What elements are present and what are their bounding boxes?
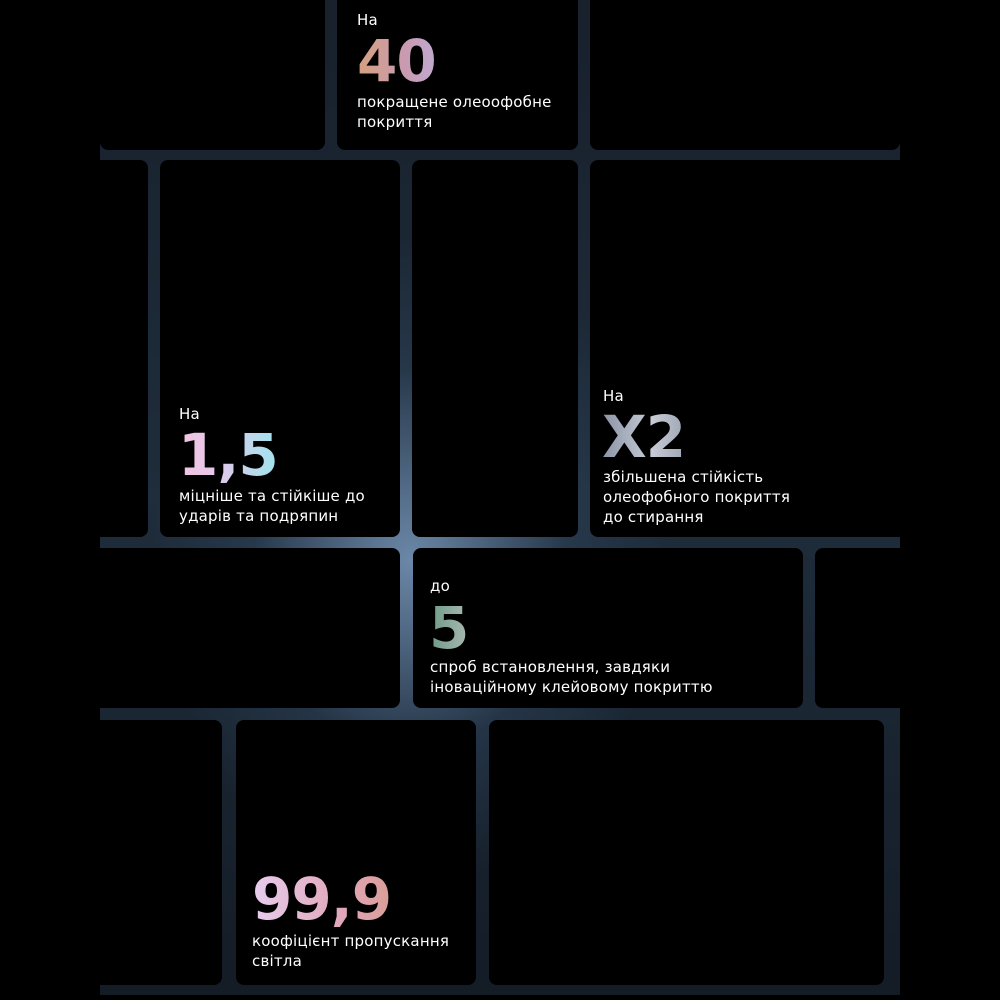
tile (412, 160, 578, 537)
stat-description: коофіцієнт пропускання світла (252, 931, 449, 971)
tile (90, 548, 400, 708)
stat-prefix: На (357, 11, 378, 29)
stat-value: X2 (602, 406, 685, 468)
description-line: міцніше та стійкіше до (179, 487, 365, 505)
tile (590, 0, 900, 150)
tile (100, 0, 325, 150)
description-line: до стирання (603, 508, 704, 526)
stat-suffix: % (391, 878, 419, 911)
description-line: покриття (357, 113, 433, 131)
tile (489, 720, 884, 985)
stat-value: 99,9% (252, 868, 418, 930)
stat-tile-99-9 (236, 720, 476, 985)
tile (815, 548, 910, 708)
tile (90, 720, 222, 985)
stat-prefix: На (603, 387, 624, 405)
stat-description: покращене олеоофобне покриття (357, 92, 552, 132)
stat-prefix: На (179, 405, 200, 423)
description-line: іноваційному клейовому покриттю (430, 678, 713, 696)
stat-suffix: % (435, 40, 463, 73)
stat-description: збільшена стійкість олеофобного покриття д… (603, 467, 790, 527)
description-line: ударів та подряпин (179, 507, 339, 525)
stat-tile-x2 (590, 160, 910, 537)
stat-number: X2 (602, 403, 686, 471)
stat-tile-5 (413, 548, 803, 708)
description-line: світла (252, 952, 302, 970)
stat-prefix: до (430, 577, 450, 595)
description-line: коофіцієнт пропускання (252, 932, 450, 950)
stat-number: 5 (429, 594, 469, 662)
stat-description: спроб встановлення, завдяки іноваційному … (430, 657, 713, 697)
stat-description: міцніше та стійкіше до ударів та подряпин (179, 486, 365, 526)
stat-number: 40 (357, 27, 436, 95)
stat-value: 40% (357, 30, 463, 92)
description-line: спроб встановлення, завдяки (430, 658, 671, 676)
description-line: покращене олеоофобне (357, 93, 552, 111)
tile (90, 160, 148, 537)
stat-tile-40 (337, 0, 578, 150)
description-line: олеофобного покриття (603, 488, 791, 506)
stat-value: 1,5 (178, 424, 278, 486)
stat-tile-1-5 (160, 160, 400, 537)
stat-number: 99,9 (252, 865, 392, 933)
description-line: збільшена стійкість (603, 468, 764, 486)
stat-number: 1,5 (178, 421, 278, 489)
stat-value: 5 (429, 597, 468, 659)
